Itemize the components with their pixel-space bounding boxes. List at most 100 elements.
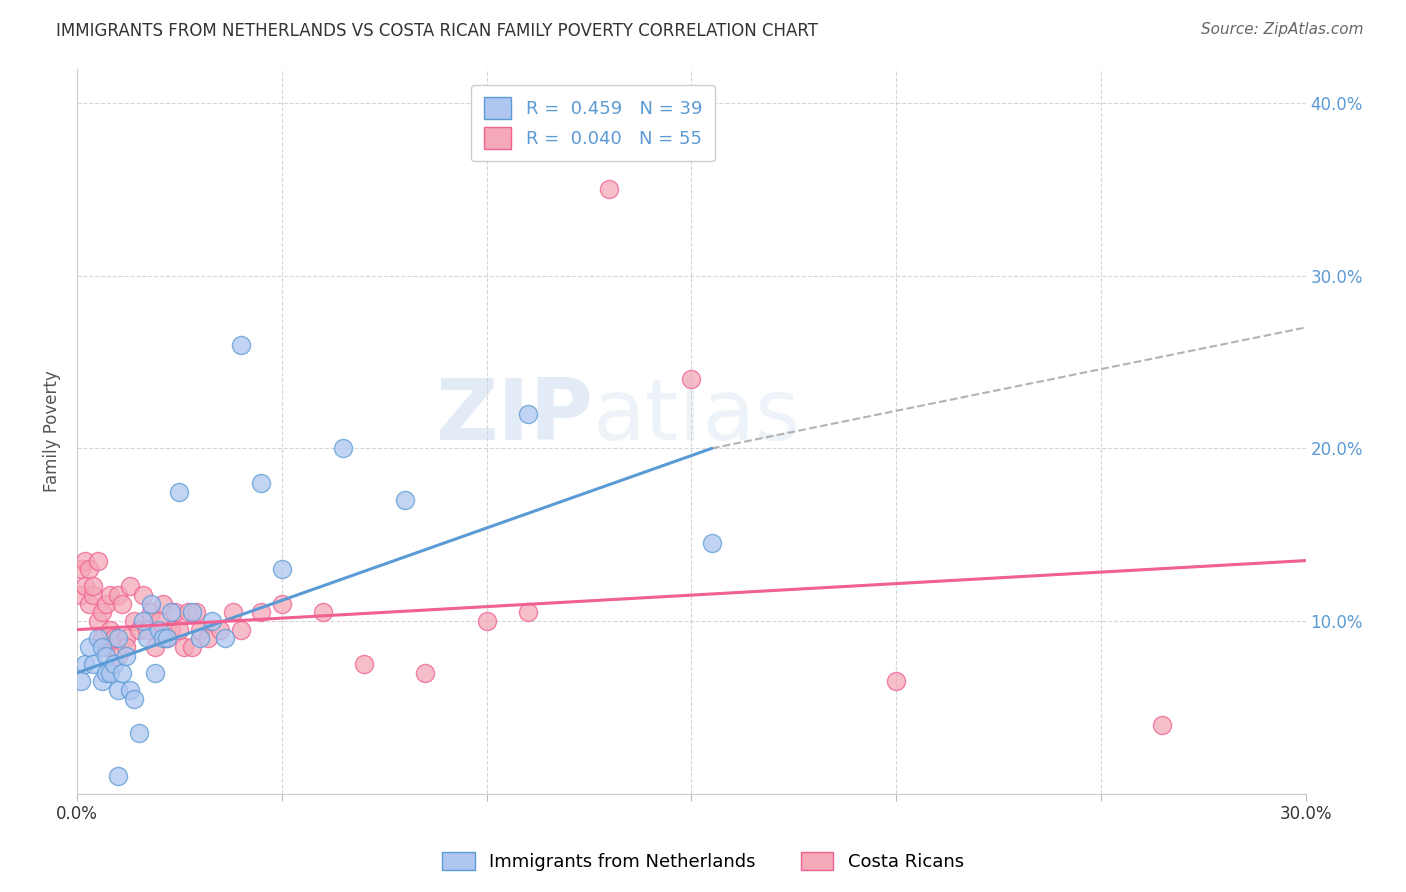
Point <box>120 579 142 593</box>
Point <box>135 623 157 637</box>
Point <box>90 632 112 646</box>
Point <box>120 683 142 698</box>
Point <box>82 657 104 672</box>
Point <box>160 606 183 620</box>
Point <box>143 640 166 654</box>
Legend: Immigrants from Netherlands, Costa Ricans: Immigrants from Netherlands, Costa Rican… <box>434 845 972 879</box>
Point <box>229 338 252 352</box>
Text: Source: ZipAtlas.com: Source: ZipAtlas.com <box>1201 22 1364 37</box>
Point <box>135 632 157 646</box>
Text: IMMIGRANTS FROM NETHERLANDS VS COSTA RICAN FAMILY POVERTY CORRELATION CHART: IMMIGRANTS FROM NETHERLANDS VS COSTA RIC… <box>56 22 818 40</box>
Point <box>353 657 375 672</box>
Point <box>94 640 117 654</box>
Point <box>75 553 97 567</box>
Point <box>188 632 211 646</box>
Point <box>70 562 93 576</box>
Point <box>160 623 183 637</box>
Point <box>124 614 146 628</box>
Point <box>165 606 187 620</box>
Point <box>124 691 146 706</box>
Point <box>250 606 273 620</box>
Point <box>148 623 170 637</box>
Point <box>107 648 129 663</box>
Point <box>143 665 166 680</box>
Point <box>152 632 174 646</box>
Point <box>139 606 162 620</box>
Point <box>131 588 153 602</box>
Point <box>75 579 97 593</box>
Point <box>475 614 498 628</box>
Point <box>169 484 191 499</box>
Point <box>394 493 416 508</box>
Point <box>115 632 138 646</box>
Point <box>250 475 273 490</box>
Point <box>139 597 162 611</box>
Point <box>98 623 121 637</box>
Point <box>700 536 723 550</box>
Point <box>229 623 252 637</box>
Point <box>82 588 104 602</box>
Point <box>70 588 93 602</box>
Point <box>884 674 907 689</box>
Point <box>516 407 538 421</box>
Point <box>86 632 108 646</box>
Point <box>128 726 150 740</box>
Point <box>94 665 117 680</box>
Point <box>180 640 202 654</box>
Point <box>107 769 129 783</box>
Point <box>221 606 243 620</box>
Point <box>107 588 129 602</box>
Point <box>90 606 112 620</box>
Point <box>98 665 121 680</box>
Point <box>148 614 170 628</box>
Point <box>75 657 97 672</box>
Point <box>82 579 104 593</box>
Point <box>169 623 191 637</box>
Point <box>79 597 101 611</box>
Point <box>94 648 117 663</box>
Point <box>152 597 174 611</box>
Point <box>214 632 236 646</box>
Text: atlas: atlas <box>593 376 801 458</box>
Point <box>209 623 232 637</box>
Point <box>332 442 354 456</box>
Point <box>111 597 134 611</box>
Point <box>107 683 129 698</box>
Point <box>98 588 121 602</box>
Point <box>94 597 117 611</box>
Point <box>103 657 125 672</box>
Point <box>131 614 153 628</box>
Point <box>156 632 179 646</box>
Point <box>516 606 538 620</box>
Point <box>90 674 112 689</box>
Point <box>681 372 703 386</box>
Point <box>79 640 101 654</box>
Legend: R =  0.459   N = 39, R =  0.040   N = 55: R = 0.459 N = 39, R = 0.040 N = 55 <box>471 85 714 161</box>
Point <box>115 640 138 654</box>
Point <box>201 614 224 628</box>
Point <box>103 632 125 646</box>
Y-axis label: Family Poverty: Family Poverty <box>44 370 60 492</box>
Point <box>107 632 129 646</box>
Point <box>111 665 134 680</box>
Point <box>197 632 219 646</box>
Point <box>86 553 108 567</box>
Point <box>156 632 179 646</box>
Point <box>128 623 150 637</box>
Point <box>184 606 207 620</box>
Point <box>598 182 620 196</box>
Point <box>70 674 93 689</box>
Point <box>115 648 138 663</box>
Point <box>86 614 108 628</box>
Text: ZIP: ZIP <box>436 376 593 458</box>
Point <box>173 640 195 654</box>
Point <box>312 606 335 620</box>
Point <box>270 597 292 611</box>
Point <box>188 623 211 637</box>
Point <box>1152 717 1174 731</box>
Point <box>79 562 101 576</box>
Point <box>90 640 112 654</box>
Point <box>180 606 202 620</box>
Point <box>270 562 292 576</box>
Point <box>413 665 436 680</box>
